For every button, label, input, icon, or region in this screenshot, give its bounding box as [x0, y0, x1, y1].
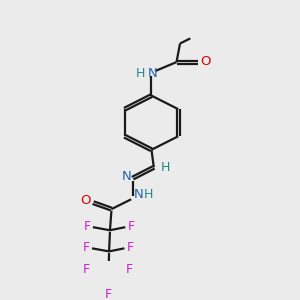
Text: N: N — [148, 67, 158, 80]
Text: N: N — [134, 188, 144, 201]
Text: F: F — [83, 220, 91, 233]
Text: F: F — [126, 263, 133, 276]
Text: F: F — [83, 263, 90, 276]
Text: F: F — [127, 241, 134, 254]
Text: F: F — [82, 241, 90, 254]
Text: H: H — [144, 188, 154, 201]
Text: O: O — [81, 194, 91, 207]
Text: H: H — [136, 67, 145, 80]
Text: H: H — [161, 161, 170, 174]
Text: O: O — [200, 55, 210, 68]
Text: N: N — [121, 169, 131, 183]
Text: F: F — [128, 220, 135, 233]
Text: F: F — [105, 288, 112, 300]
